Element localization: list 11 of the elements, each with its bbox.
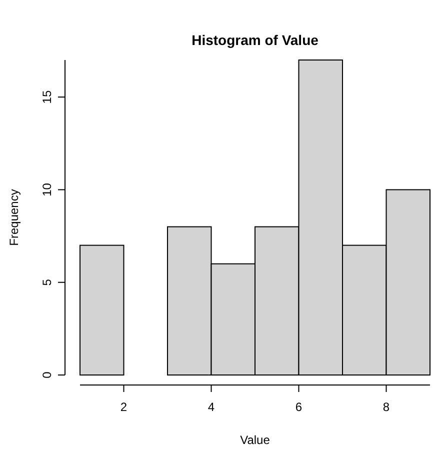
- chart-title: Histogram of Value: [192, 32, 319, 48]
- x-tick-label: 4: [208, 400, 215, 414]
- x-tick-label: 6: [295, 400, 302, 414]
- x-tick-label: 2: [120, 400, 128, 414]
- y-tick-label: 0: [40, 371, 54, 378]
- y-tick-label: 5: [40, 278, 54, 286]
- y-tick-label: 15: [40, 90, 54, 104]
- x-axis-title: Value: [240, 433, 270, 447]
- y-axis-title: Frequency: [7, 189, 21, 246]
- x-tick-label: 8: [382, 400, 390, 414]
- y-tick-label: 10: [40, 182, 54, 196]
